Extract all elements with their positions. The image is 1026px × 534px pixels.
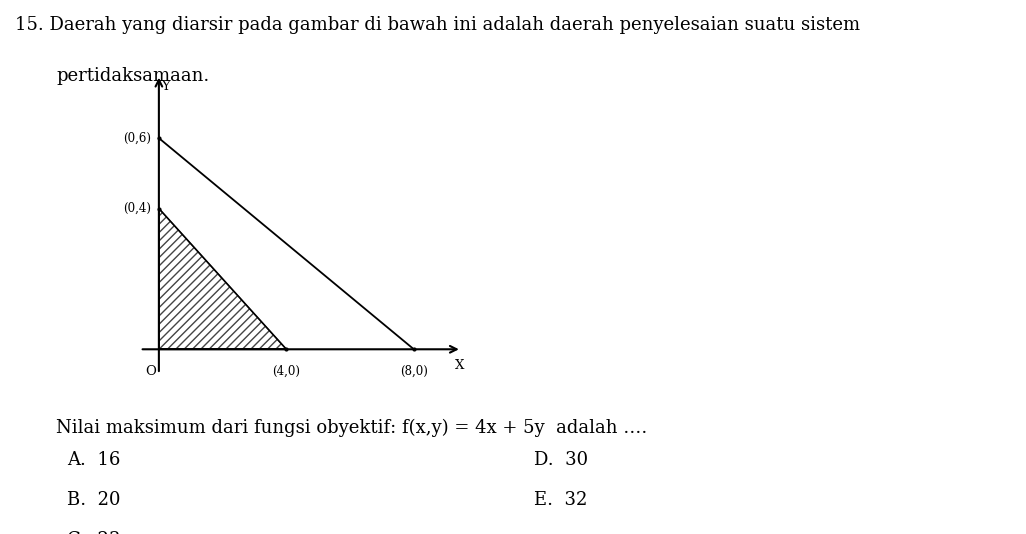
Text: (0,4): (0,4)	[123, 202, 151, 215]
Text: B.  20: B. 20	[67, 491, 120, 509]
Text: E.  32: E. 32	[534, 491, 587, 509]
Text: (8,0): (8,0)	[400, 365, 428, 378]
Text: 15. Daerah yang diarsir pada gambar di bawah ini adalah daerah penyelesaian suat: 15. Daerah yang diarsir pada gambar di b…	[15, 16, 861, 34]
Text: C.  23: C. 23	[67, 531, 120, 534]
Text: D.  30: D. 30	[534, 451, 588, 469]
Text: pertidaksamaan.: pertidaksamaan.	[56, 67, 209, 85]
Text: A.  16: A. 16	[67, 451, 120, 469]
Text: Nilai maksimum dari fungsi obyektif: f(x,y) = 4x + 5y  adalah ….: Nilai maksimum dari fungsi obyektif: f(x…	[56, 419, 647, 437]
Text: (4,0): (4,0)	[272, 365, 301, 378]
Text: O: O	[146, 365, 156, 378]
Text: X: X	[456, 359, 465, 372]
Text: Y: Y	[161, 80, 170, 93]
Text: (0,6): (0,6)	[123, 131, 151, 145]
